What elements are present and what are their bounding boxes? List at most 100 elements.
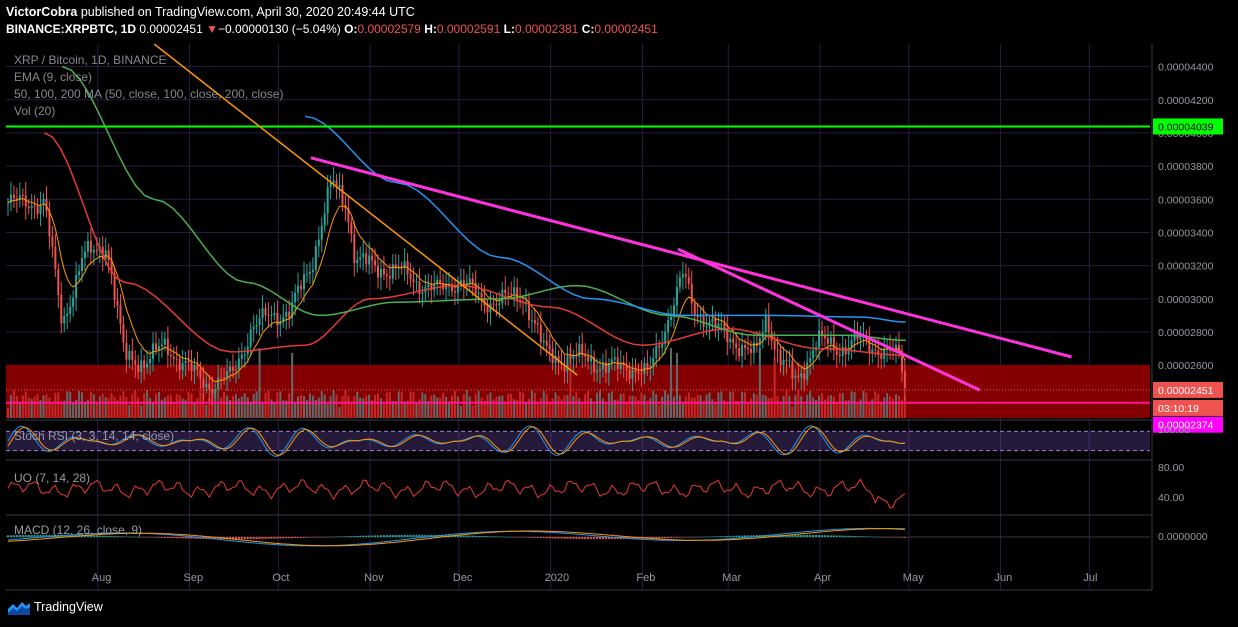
x-tick-label: Dec <box>453 572 473 584</box>
macd-histogram-bar <box>252 537 255 540</box>
macd-histogram-bar <box>442 535 445 537</box>
candle-body <box>749 348 752 353</box>
macd-histogram-bar <box>163 537 166 538</box>
macd-histogram-bar <box>243 537 246 540</box>
candle-body <box>527 301 530 321</box>
volume-bar <box>584 393 587 418</box>
volume-bar <box>66 391 69 418</box>
volume-bar <box>835 402 838 418</box>
macd-histogram-bar <box>374 535 377 537</box>
volume-bar <box>409 391 412 418</box>
candle-body <box>300 285 303 290</box>
macd-histogram-bar <box>385 535 388 537</box>
macd-histogram-bar <box>66 534 69 537</box>
macd-histogram-bar <box>590 537 593 540</box>
uo-tick-label: 80.00 <box>1158 462 1184 474</box>
macd-histogram-bar <box>122 536 125 537</box>
macd-histogram-bar <box>329 536 332 538</box>
change-value: −0.00000130 (−5.04%) <box>218 22 341 36</box>
ma-line <box>44 132 906 357</box>
macd-histogram-bar <box>853 535 856 537</box>
macd-histogram-bar <box>501 536 504 538</box>
candle-body <box>687 276 690 284</box>
macd-histogram-bar <box>193 537 196 539</box>
macd-histogram-bar <box>140 537 143 538</box>
candle-body <box>409 274 412 280</box>
volume-bar <box>89 391 92 418</box>
candle-body <box>806 362 809 380</box>
candle-body <box>776 349 779 351</box>
macd-histogram-bar <box>24 534 27 537</box>
macd-histogram-bar <box>486 536 489 537</box>
candle-body <box>385 274 388 277</box>
candle-body <box>652 357 655 367</box>
tradingview-logo[interactable]: TradingView <box>8 600 103 615</box>
candle-body <box>670 317 673 321</box>
candle-body <box>51 236 54 247</box>
volume-bar <box>516 400 519 418</box>
macd-histogram-bar <box>628 537 631 539</box>
x-tick-label: Oct <box>272 572 289 584</box>
volume-bar <box>36 393 39 418</box>
volume-bar <box>119 395 122 418</box>
volume-bar <box>163 397 166 418</box>
candle-body <box>596 370 599 373</box>
macd-histogram-bar <box>877 536 880 538</box>
candle-body <box>897 344 900 351</box>
volume-bar <box>587 390 590 418</box>
candle-body <box>237 358 240 370</box>
candle-body <box>89 241 92 253</box>
volume-bar <box>356 391 359 418</box>
volume-bar <box>903 395 906 418</box>
macd-histogram-bar <box>519 537 522 538</box>
candle-body <box>430 284 433 291</box>
macd-histogram-bar <box>181 537 184 539</box>
candle-body <box>42 199 45 205</box>
candle-body <box>72 297 75 307</box>
candle-body <box>190 362 193 371</box>
macd-histogram-bar <box>107 535 110 537</box>
macd-histogram-bar <box>166 537 169 538</box>
macd-histogram-bar <box>661 537 664 539</box>
candle-body <box>661 343 664 348</box>
author-name[interactable]: VictorCobra <box>6 5 78 19</box>
candle-body <box>329 182 332 187</box>
volume-bar <box>758 348 761 418</box>
candle-body <box>128 350 131 360</box>
volume-bar <box>403 401 406 418</box>
volume-bar <box>205 404 208 418</box>
macd-legend: MACD (12, 26, close, 9) <box>14 523 142 537</box>
macd-histogram-bar <box>770 534 773 537</box>
candle-body <box>705 326 708 328</box>
volume-bar <box>223 391 226 418</box>
macd-histogram-bar <box>379 535 382 537</box>
volume-bar <box>678 395 681 418</box>
macd-histogram-bar <box>314 537 317 538</box>
volume-bar <box>480 397 483 418</box>
candle-body <box>439 279 442 283</box>
macd-histogram-bar <box>63 534 66 537</box>
volume-bar <box>282 400 285 418</box>
macd-histogram-bar <box>835 535 838 537</box>
candle-body <box>131 350 134 361</box>
candle-body <box>39 204 42 214</box>
candle-body <box>903 371 906 388</box>
macd-histogram-bar <box>791 534 794 537</box>
candle-body <box>86 241 89 252</box>
legend-line-2: 50, 100, 200 MA (50, close, 100, close, … <box>14 87 284 101</box>
candle-body <box>462 280 465 286</box>
macd-histogram-bar <box>832 535 835 537</box>
volume-bar <box>711 399 714 418</box>
macd-histogram-bar <box>744 535 747 537</box>
candle-body <box>525 301 527 303</box>
volume-bar <box>246 397 249 418</box>
candle-body <box>699 316 702 318</box>
candle-body <box>637 371 640 374</box>
volume-bar <box>693 397 696 418</box>
macd-histogram-bar <box>498 536 501 538</box>
candle-body <box>317 239 320 247</box>
candle-body <box>599 369 601 371</box>
candle-body <box>752 342 755 353</box>
volume-bar <box>45 394 48 418</box>
